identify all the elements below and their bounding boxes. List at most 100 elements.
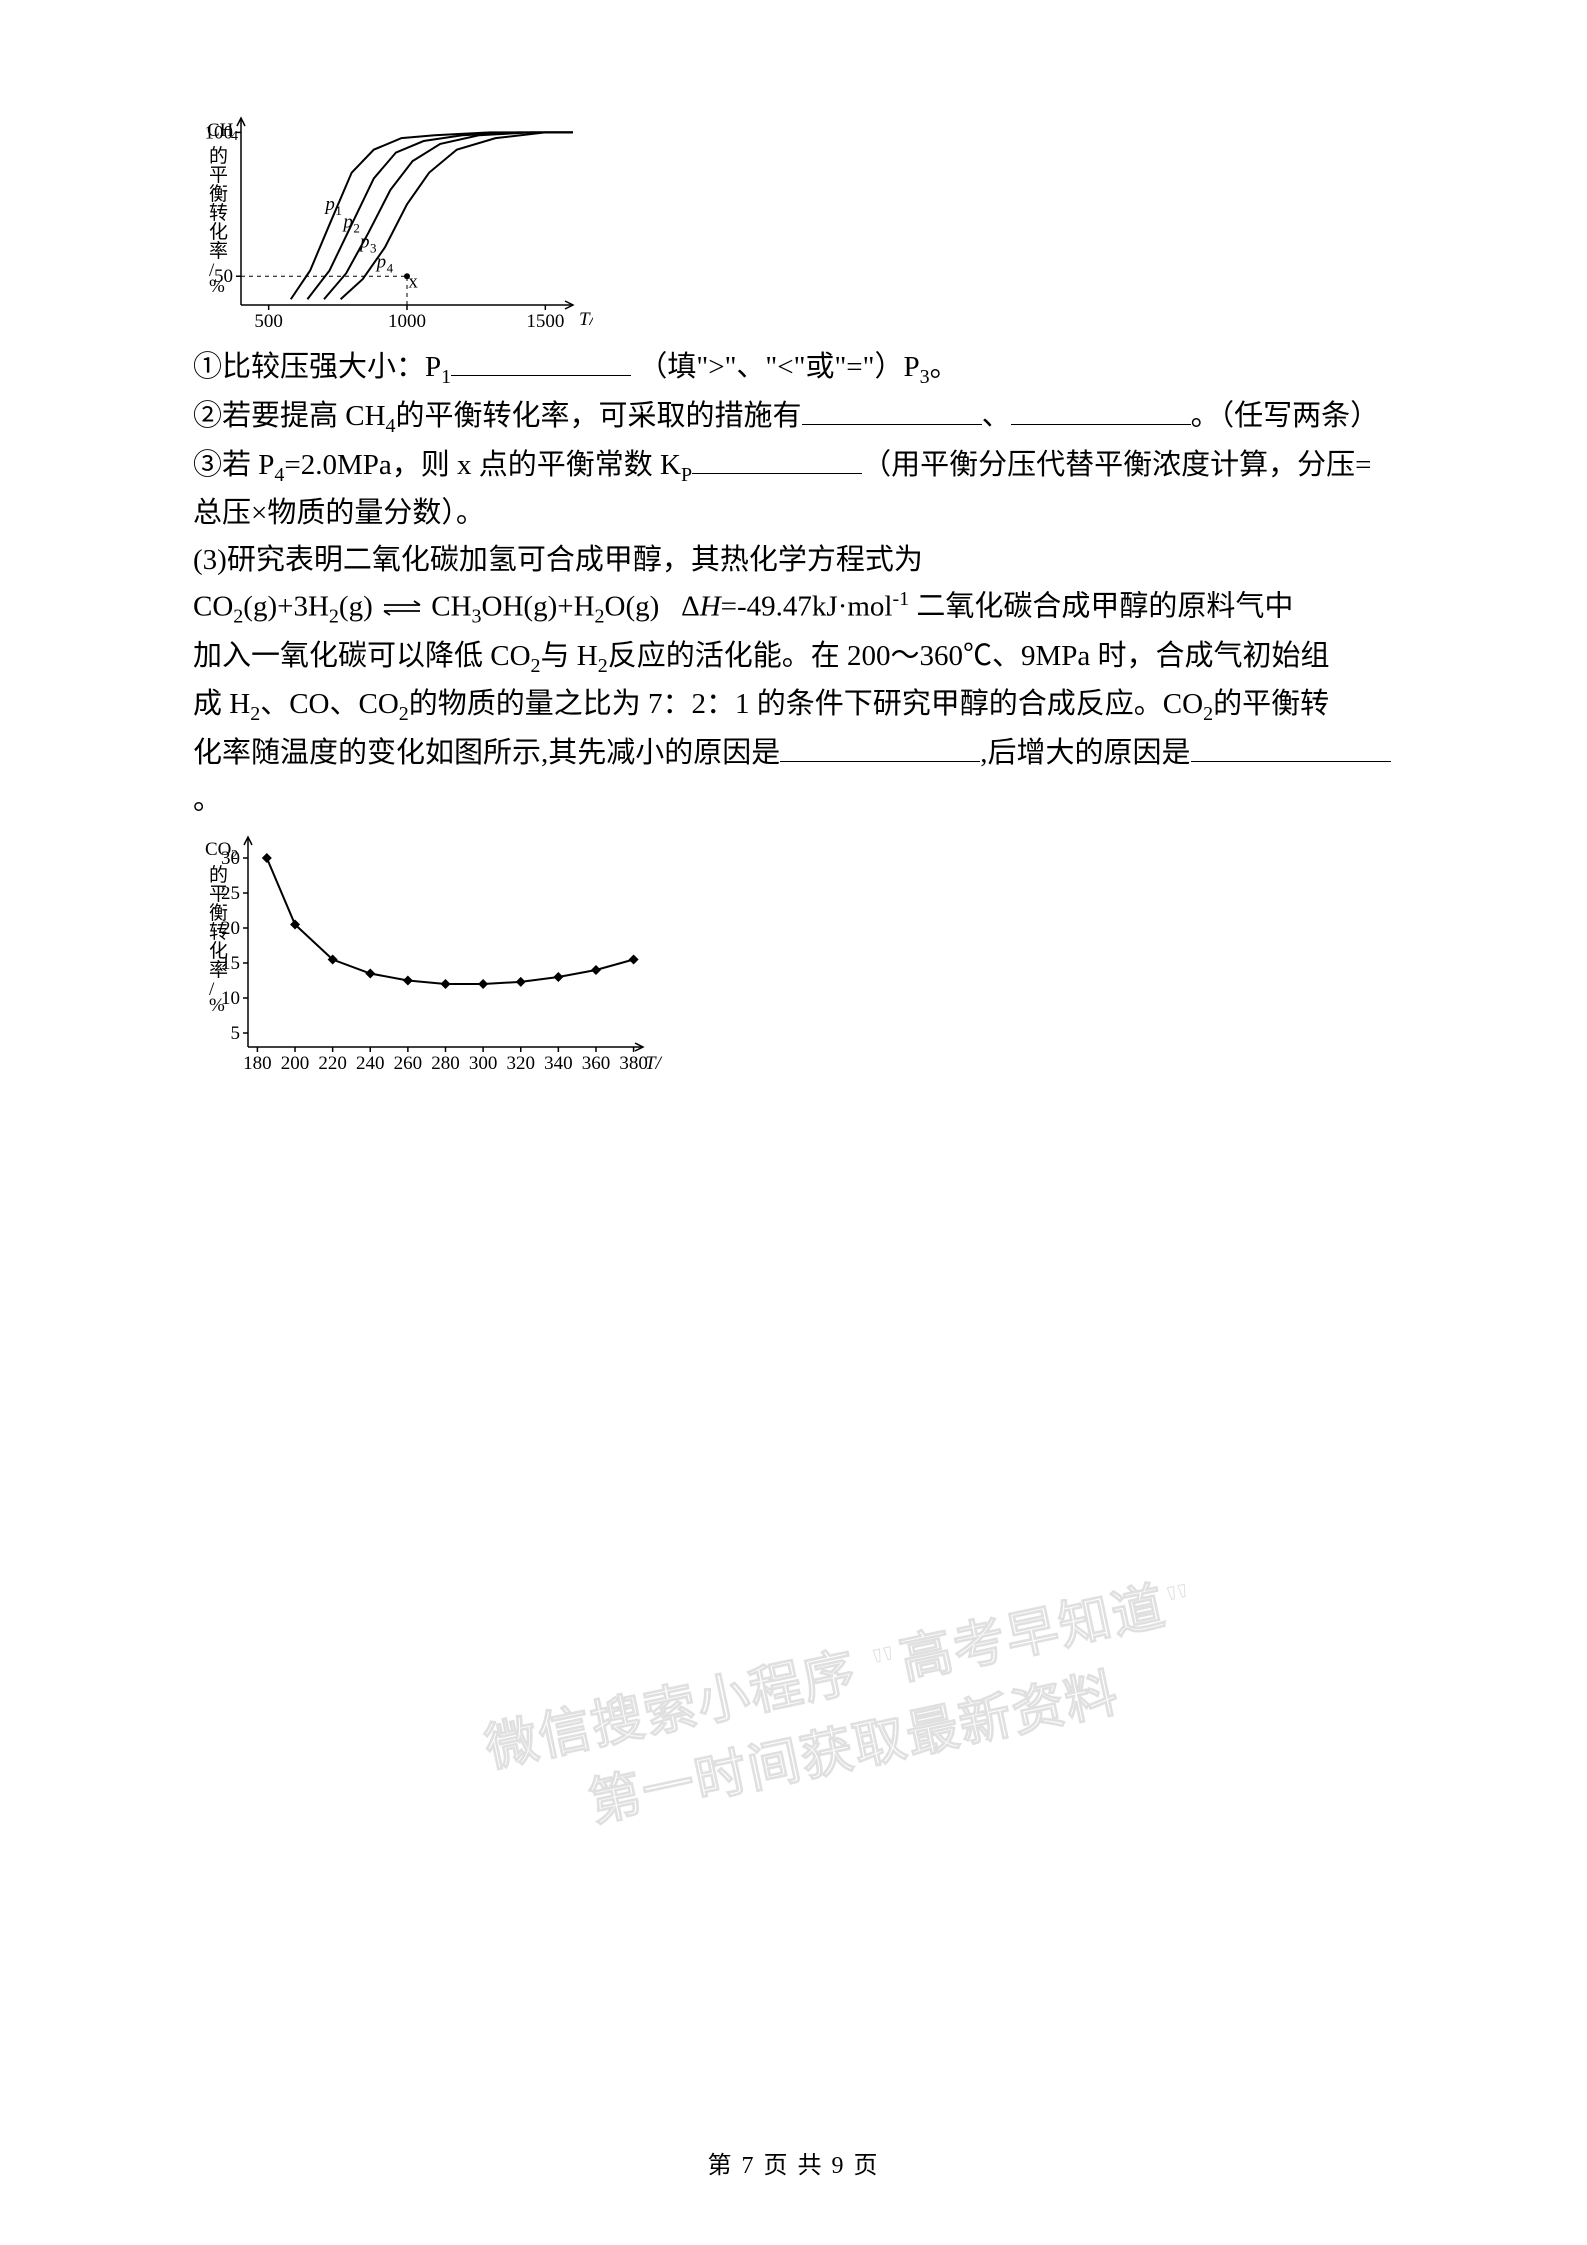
svg-text:5: 5 xyxy=(231,1023,241,1044)
svg-text:320: 320 xyxy=(506,1053,535,1074)
svg-text:转: 转 xyxy=(209,921,228,943)
svg-text:380: 380 xyxy=(619,1053,648,1074)
q1-line1: ①比较压强大小：P1 （填">"、"<"或"="）P3。 xyxy=(193,344,1393,393)
q1-line3: ③若 P4=2.0MPa，则 x 点的平衡常数 KP（用平衡分压代替平衡浓度计算… xyxy=(193,442,1393,491)
svg-text:率: 率 xyxy=(209,240,228,262)
q1-l1-sub1: 1 xyxy=(441,366,451,388)
svg-text:化: 化 xyxy=(209,940,228,962)
q3-l2-tail: 二氧化碳合成甲醇的原料气中 xyxy=(909,591,1293,623)
svg-text:180: 180 xyxy=(243,1053,272,1074)
dH-b: =-49.47kJ·mol xyxy=(721,591,893,623)
q3-line3: 加入一氧化碳可以降低 CO2与 H2反应的活化能。在 200～360℃、9MPa… xyxy=(193,633,1393,682)
eq-e: OH(g)+H xyxy=(482,591,595,623)
eq-arrow xyxy=(380,586,424,632)
svg-text:2: 2 xyxy=(231,848,238,863)
svg-text:CH: CH xyxy=(207,120,234,141)
svg-text:220: 220 xyxy=(318,1053,347,1074)
q3-l4-b: 、CO、CO xyxy=(260,688,399,720)
eq-f: O(g) xyxy=(605,591,660,623)
q1-l1-end: 。 xyxy=(930,351,959,383)
question-text-block-1: ①比较压强大小：P1 （填">"、"<"或"="）P3。 ②若要提高 CH4的平… xyxy=(193,344,1393,537)
q3-l3-a: 加入一氧化碳可以降低 CO xyxy=(193,640,531,672)
q1-l1-a: ①比较压强大小：P xyxy=(193,351,441,383)
svg-text:的: 的 xyxy=(209,864,228,886)
svg-text:平: 平 xyxy=(209,884,228,905)
q3-equation-line: CO2(g)+3H2(g) CH3OH(g)+H2O(g) ΔH=-49.47k… xyxy=(193,583,1393,632)
q3-l4-d: 的平衡转 xyxy=(1213,688,1329,720)
eq-b: (g)+3H xyxy=(243,591,329,623)
q1-l3-c: （用平衡分压代替平衡浓度计算，分压= xyxy=(862,449,1371,481)
q1-line2: ②若要提高 CH4的平衡转化率，可采取的措施有、。（任写两条） xyxy=(193,393,1393,442)
svg-text:平: 平 xyxy=(209,165,228,186)
q1-l2-b: 的平衡转化率，可采取的措施有 xyxy=(396,400,802,432)
svg-text:4: 4 xyxy=(387,261,394,276)
q1-blank-1 xyxy=(451,347,631,376)
eq-sub2: 2 xyxy=(329,606,339,628)
dH-H: H xyxy=(700,591,721,623)
svg-text:衡: 衡 xyxy=(209,183,228,205)
q3-line5: 化率随温度的变化如图所示,其先减小的原因是 ,后增大的原因是。 xyxy=(193,730,1393,823)
pg-suffix: 页 xyxy=(854,2153,880,2179)
svg-text:4: 4 xyxy=(231,129,238,144)
svg-text:2: 2 xyxy=(353,220,360,235)
q3-l4-sub1: 2 xyxy=(250,703,260,725)
q1-l2-end: 。（任写两条） xyxy=(1191,400,1380,432)
page-content: 50010001500T/℃50100CH4的平衡转化率/%xp1p2p3p4 … xyxy=(193,110,1393,1084)
q1-l3-b: =2.0MPa，则 x 点的平衡常数 K xyxy=(284,449,681,481)
q1-l2-sub: 4 xyxy=(386,415,396,437)
watermark-line-1: 微信搜索小程序 "高考早知道" xyxy=(479,1581,1121,1788)
q1-blank-3 xyxy=(1011,396,1191,425)
q3-blank-1 xyxy=(780,733,980,762)
svg-text:p: p xyxy=(375,252,387,273)
eq-d: CH xyxy=(431,591,471,623)
svg-text:的: 的 xyxy=(209,145,228,167)
q3-l3-b: 与 H xyxy=(541,640,598,672)
svg-text:%: % xyxy=(209,995,225,1016)
watermark-line-2: 第一时间获取最新资料 xyxy=(583,1654,1137,1842)
q3-blank-2 xyxy=(1191,733,1391,762)
q3-l4-sub3: 2 xyxy=(1203,703,1213,725)
q3-l5-a: 化率随温度的变化如图所示,其先减小的原因是 xyxy=(193,737,780,769)
svg-text:率: 率 xyxy=(209,959,228,981)
eq-c: (g) xyxy=(339,591,373,623)
svg-text:化: 化 xyxy=(209,221,228,243)
eq-a: CO xyxy=(193,591,233,623)
chart-1: 50010001500T/℃50100CH4的平衡转化率/%xp1p2p3p4 xyxy=(193,110,593,335)
svg-text:p: p xyxy=(341,211,353,232)
dH-sup: -1 xyxy=(893,588,910,610)
dH-delta: Δ xyxy=(681,591,700,623)
svg-text:1: 1 xyxy=(335,203,342,218)
svg-text:1000: 1000 xyxy=(388,311,426,332)
q1-blank-4 xyxy=(692,445,862,474)
svg-text:200: 200 xyxy=(281,1053,310,1074)
q3-l1: (3)研究表明二氧化碳加氢可合成甲醇，其热化学方程式为 xyxy=(193,544,923,576)
q3-l3-sub2: 2 xyxy=(598,654,608,676)
q3-line1: (3)研究表明二氧化碳加氢可合成甲醇，其热化学方程式为 xyxy=(193,537,1393,583)
q1-l3-sub4: 4 xyxy=(274,463,284,485)
svg-text:280: 280 xyxy=(431,1053,460,1074)
eq-sub3: 3 xyxy=(472,606,482,628)
q3-l5-b: ,后增大的原因是 xyxy=(980,737,1190,769)
pg-total: 9 xyxy=(832,2153,846,2179)
svg-text:T/℃: T/℃ xyxy=(579,309,593,330)
q3-l3-c: 反应的活化能。在 200～360℃、9MPa 时，合成气初始组 xyxy=(608,640,1330,672)
eq-sub1: 2 xyxy=(233,606,243,628)
q1-l1-sub3: 3 xyxy=(920,366,930,388)
svg-text:x: x xyxy=(408,272,418,293)
equilibrium-arrow-icon xyxy=(380,598,424,618)
pg-prefix: 第 xyxy=(708,2153,734,2179)
svg-text:340: 340 xyxy=(544,1053,573,1074)
q3-l5-end: 。 xyxy=(193,784,222,816)
q1-l3-subP: P xyxy=(681,463,692,485)
svg-text:%: % xyxy=(209,276,225,297)
q1-l2-a: ②若要提高 CH xyxy=(193,400,386,432)
q3-l3-sub1: 2 xyxy=(531,654,541,676)
svg-text:360: 360 xyxy=(582,1053,611,1074)
svg-text:1500: 1500 xyxy=(526,311,564,332)
q3-l4-c: 的物质的量之比为 7：2：1 的条件下研究甲醇的合成反应。CO xyxy=(409,688,1203,720)
svg-text:260: 260 xyxy=(394,1053,423,1074)
svg-text:p: p xyxy=(323,194,335,215)
q1-line4: 总压×物质的量分数）。 xyxy=(193,490,1393,536)
pg-current: 7 xyxy=(742,2153,756,2179)
q3-line4: 成 H2、CO、CO2的物质的量之比为 7：2：1 的条件下研究甲醇的合成反应。… xyxy=(193,681,1393,730)
